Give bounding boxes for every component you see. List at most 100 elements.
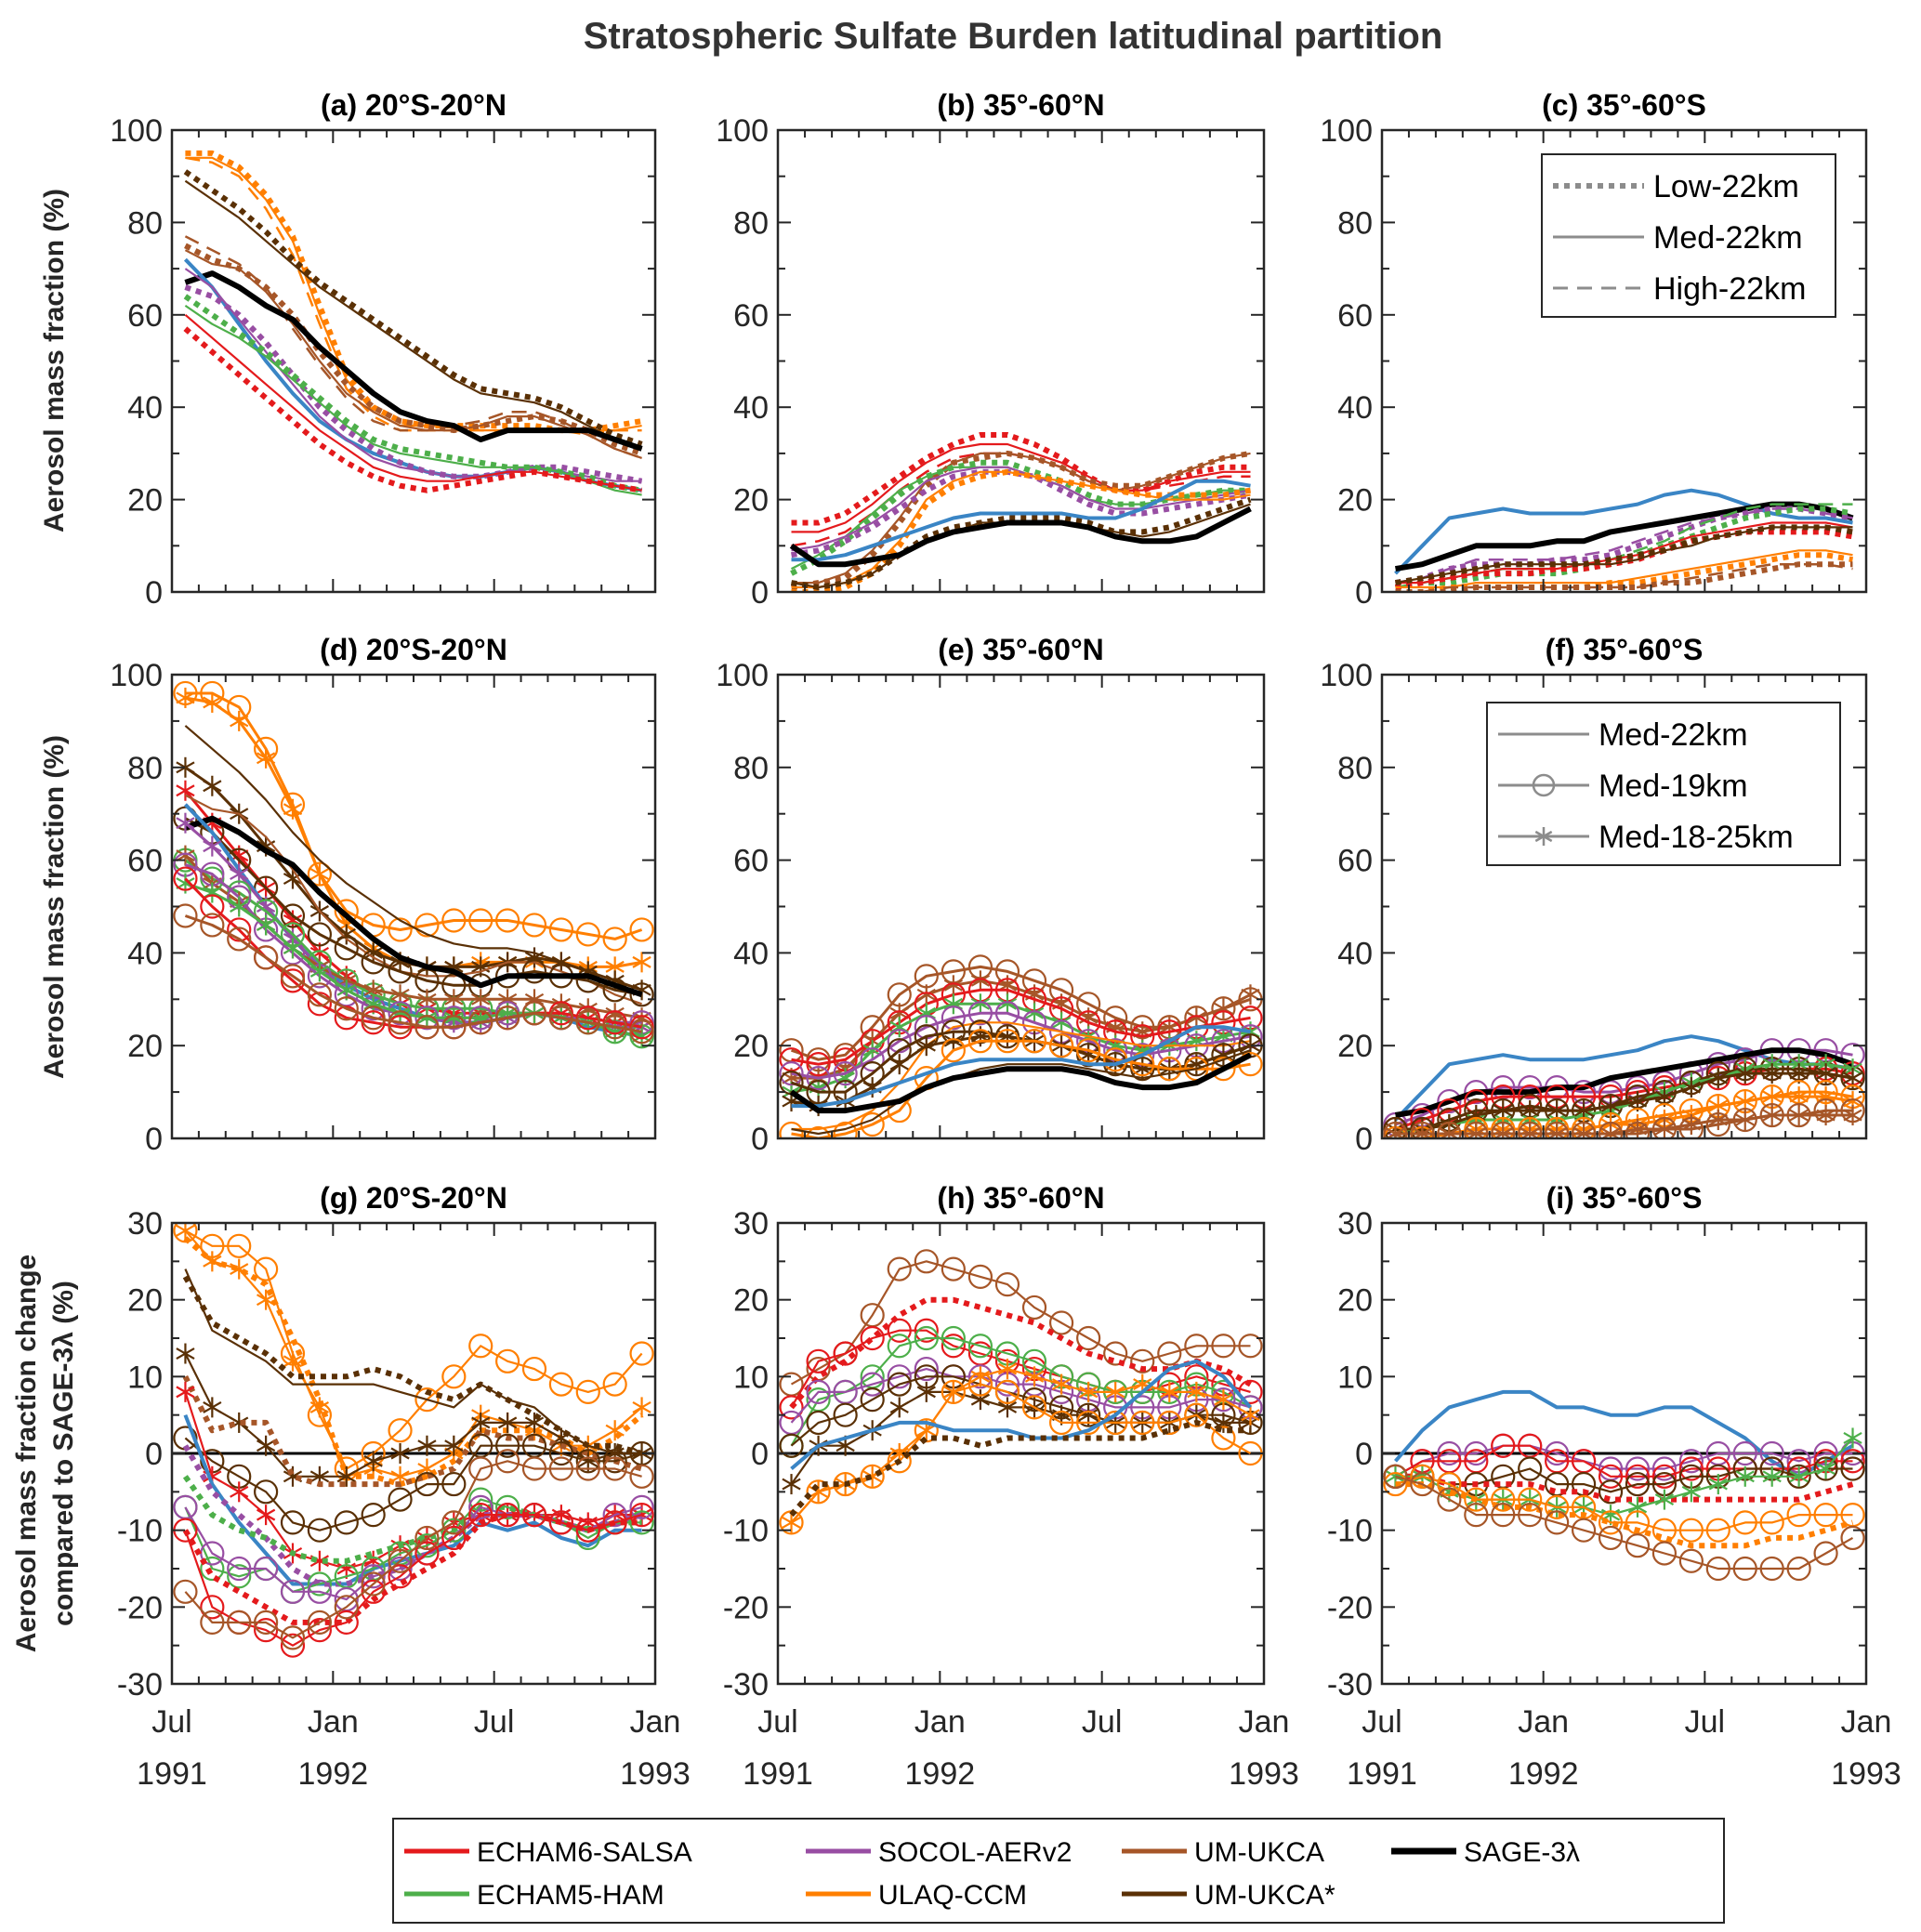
marker-circle (1048, 1033, 1074, 1058)
marker-asterisk (1843, 1105, 1862, 1126)
marker-asterisk (1654, 1119, 1675, 1138)
y-tick-label: 60 (127, 298, 163, 334)
y-tick-label: 0 (1355, 1122, 1373, 1157)
marker-circle (1518, 1503, 1543, 1528)
marker-circle (1598, 1510, 1624, 1535)
marker-circle (1211, 1057, 1236, 1082)
marker-circle (860, 1464, 885, 1489)
marker-circle (280, 903, 306, 928)
marker-circle (1625, 1533, 1651, 1558)
marker-circle (1437, 1471, 1462, 1497)
series-line-sage-solid (789, 1052, 1252, 1114)
panel-c: (c) 35°-60°S 0 20 40 60 80 100 Low-22km Med-22km… (1320, 88, 1868, 611)
marker-circle (967, 1364, 993, 1389)
y-tick-label: -10 (1327, 1514, 1373, 1549)
legend-label: Med-22km (1599, 717, 1748, 753)
series-line-ukca-circle (790, 1260, 1251, 1386)
y-tick-label: 60 (1337, 298, 1373, 334)
marker-circle (414, 1525, 440, 1551)
series-line-echam5-dotted (1394, 506, 1854, 590)
marker-circle (173, 1494, 198, 1519)
series-line-echam6-dotted (182, 1512, 642, 1625)
marker-circle (1076, 1038, 1101, 1063)
panel-title-a: (a) 20°S-20°N (321, 88, 507, 122)
series-line-ukca-dotted (1395, 561, 1853, 592)
marker-asterisk (256, 1505, 276, 1526)
marker-asterisk (176, 812, 195, 834)
marker-asterisk (1681, 1077, 1701, 1098)
marker-circle (548, 1456, 573, 1481)
marker-circle (1651, 1541, 1678, 1566)
marker-circle (334, 996, 359, 1021)
marker-circle (1840, 1525, 1865, 1551)
marker-circle (914, 1318, 939, 1343)
series-line-echam6-solid (791, 442, 1251, 533)
marker-circle (200, 1556, 225, 1582)
series-line-echam5-circle (790, 1336, 1252, 1447)
marker-circle (941, 1005, 966, 1031)
series-line-ulaq-circle (184, 1229, 643, 1470)
marker-circle (1211, 996, 1236, 1021)
marker-circle (1130, 1410, 1155, 1436)
series-line-ukca-circle (184, 1460, 642, 1639)
y-tick-label: 40 (733, 390, 769, 426)
marker-circle (1383, 1464, 1408, 1489)
series-group-c (1394, 488, 1854, 592)
marker-asterisk (230, 1481, 249, 1503)
marker-asterisk (1051, 1012, 1072, 1033)
marker-circle (227, 1233, 252, 1258)
marker-circle (254, 1556, 279, 1582)
marker-circle (833, 1121, 858, 1138)
marker-circle (629, 1464, 654, 1489)
line-style-legend-f: Med-22km Med-19km Med-18-25km (1486, 702, 1841, 866)
marker-circle (307, 861, 332, 887)
marker-circle (521, 1001, 547, 1026)
marker-circle (1545, 1440, 1570, 1466)
panel-e: (e) 35°-60°N 0 20 40 60 80 100 (716, 633, 1266, 1157)
marker-circle (1130, 1348, 1155, 1373)
marker-circle (1813, 1541, 1838, 1566)
marker-circle (1437, 1487, 1462, 1512)
series-line-socol-circle (1394, 1444, 1853, 1478)
x-tick-label: Jan (1518, 1704, 1569, 1740)
marker-asterisk (1573, 1124, 1594, 1138)
marker-circle (1157, 1341, 1182, 1366)
marker-circle (414, 1471, 440, 1497)
marker-asterisk (1843, 1427, 1862, 1449)
marker-circle (1464, 1487, 1489, 1512)
series-line-echam6-dotted (1395, 1473, 1854, 1503)
marker-circle (1076, 1325, 1101, 1351)
y-tick-label: 0 (145, 575, 163, 611)
y-tick-label: -10 (723, 1514, 769, 1549)
marker-circle (1651, 1464, 1678, 1489)
marker-circle (1491, 1487, 1516, 1512)
marker-asterisk (1187, 1007, 1206, 1029)
marker-asterisk (176, 1381, 195, 1402)
marker-circle (254, 1479, 279, 1505)
marker-circle (629, 1341, 654, 1366)
x-tick-year-label: 1992 (905, 1756, 976, 1792)
marker-circle (307, 992, 332, 1017)
marker-circle (860, 1387, 885, 1413)
y-axis-label-row3-line2: compared to SAGE-3λ (%) (48, 1281, 79, 1626)
marker-circle (334, 1595, 359, 1620)
x-tick-year-label: 1993 (620, 1756, 691, 1792)
marker-circle (1759, 1440, 1784, 1466)
marker-circle (200, 1595, 225, 1620)
marker-asterisk (444, 1007, 464, 1029)
marker-asterisk (1467, 1124, 1486, 1138)
marker-asterisk (1708, 1474, 1728, 1495)
series-line-echam5-solid (184, 304, 642, 496)
marker-circle (200, 913, 225, 938)
y-tick-label: 40 (1337, 936, 1373, 971)
y-axis-labels: Aerosol mass fraction (%) Aerosol mass f… (11, 189, 79, 1652)
series-line-ukcastar-asterisk (184, 1353, 642, 1478)
y-tick-label: 80 (1337, 751, 1373, 786)
marker-circle (994, 1379, 1020, 1404)
marker-asterisk (1627, 1119, 1648, 1138)
y-axis-label-row1: Aerosol mass fraction (%) (39, 189, 70, 532)
marker-asterisk (1241, 984, 1260, 1005)
marker-circle (1840, 1456, 1865, 1481)
series-line-ukcastar-solid (184, 179, 642, 450)
x-tick-label: Jul (1082, 1704, 1122, 1740)
